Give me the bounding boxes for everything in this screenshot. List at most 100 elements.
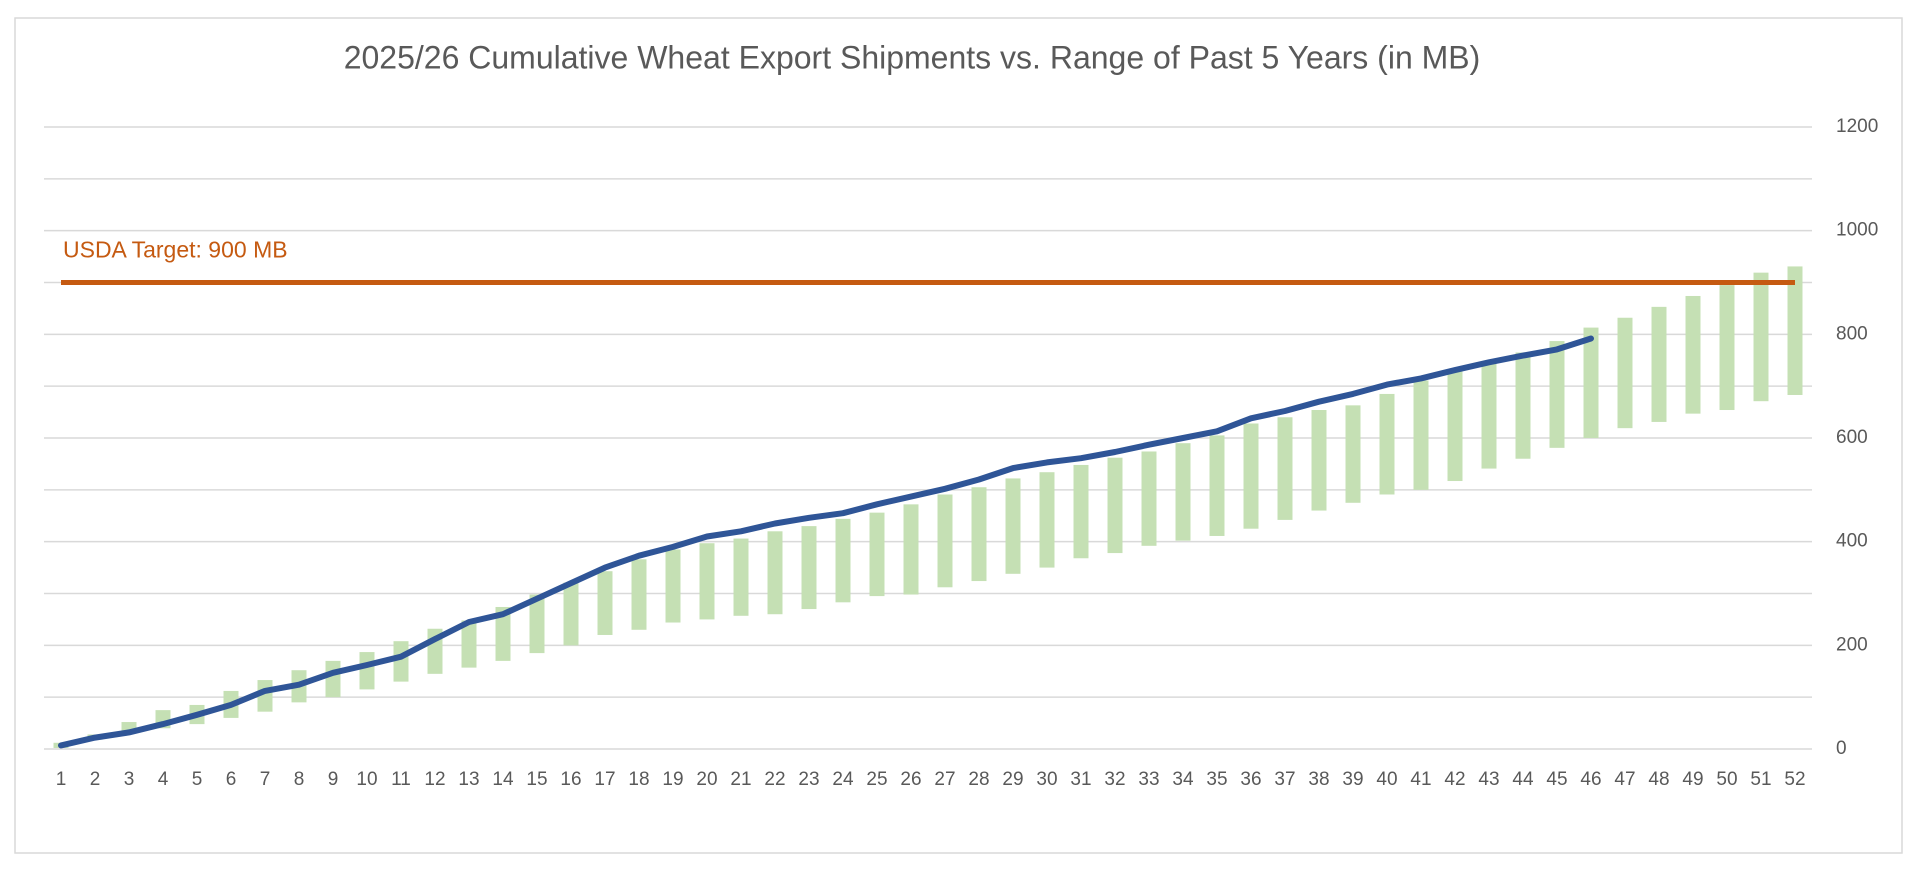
range-bar [1617,317,1633,429]
range-bar [733,538,749,616]
range-bar [1175,443,1191,541]
range-bar [1549,341,1565,448]
x-tick-label: 11 [391,769,411,790]
range-bar [665,549,681,623]
range-bar [529,594,545,654]
range-bar [1753,272,1769,402]
range-bar [1141,451,1157,546]
range-bar [1243,423,1259,529]
range-bar [1583,327,1599,438]
range-bar [1447,370,1463,482]
x-tick-label: 26 [900,769,921,790]
range-bar [971,487,987,582]
range-bar [767,531,783,615]
x-tick-label: 28 [968,769,989,790]
x-tick-label: 42 [1444,769,1465,790]
range-bar [1277,417,1293,520]
y-tick-label: 200 [1836,634,1868,655]
target-label: USDA Target: 900 MB [63,237,288,263]
range-bar [1209,435,1225,536]
range-bar [1039,472,1055,568]
x-tick-label: 52 [1784,769,1805,790]
line-series [58,335,1594,749]
y-tick-label: 400 [1836,531,1868,552]
x-tick-label: 49 [1682,769,1703,790]
range-bar [937,494,953,588]
x-tick-label: 46 [1580,769,1601,790]
x-tick-label: 13 [458,769,479,790]
range-bar [1005,478,1021,574]
range-bar [1481,362,1497,469]
x-tick-label: 17 [594,769,615,790]
range-bar [1345,405,1361,503]
x-tick-label: 48 [1648,769,1669,790]
x-tick-label: 29 [1002,769,1023,790]
x-tick-label: 38 [1308,769,1329,790]
x-tick-label: 40 [1376,769,1397,790]
x-tick-label: 51 [1750,769,1771,790]
x-tick-label: 22 [764,769,785,790]
range-bar [325,660,341,698]
x-tick-label: 25 [866,769,887,790]
x-tick-label: 23 [798,769,819,790]
x-tick-label: 7 [260,769,271,790]
x-tick-label: 24 [832,769,854,790]
x-tick-label: 15 [526,769,547,790]
x-tick-label: 41 [1410,769,1431,790]
range-bar [1685,295,1701,414]
range-bar [1515,352,1531,459]
x-tick-label: 45 [1546,769,1567,790]
x-tick-label: 8 [294,769,305,790]
x-tick-label: 34 [1172,769,1194,790]
range-bar [699,543,715,620]
range-bar [631,559,647,630]
range-bar [1073,464,1089,559]
x-tick-label: 36 [1240,769,1261,790]
y-tick-label: 0 [1836,738,1847,759]
range-bar [359,652,375,690]
x-tick-label: 18 [628,769,649,790]
x-tick-label: 35 [1206,769,1227,790]
range-bar [1787,266,1803,395]
x-tick-label: 19 [662,769,683,790]
x-tick-label: 2 [90,769,101,790]
range-bar [1413,380,1429,490]
x-tick-label: 50 [1716,769,1737,790]
x-tick-label: 12 [424,769,445,790]
range-bar [835,518,851,603]
x-tick-label: 43 [1478,769,1499,790]
range-bar [903,504,919,595]
x-tick-label: 21 [730,769,751,790]
x-tick-label: 5 [192,769,203,790]
range-bar [801,526,817,610]
chart-title: 2025/26 Cumulative Wheat Export Shipment… [344,39,1481,75]
range-bar [1651,306,1667,422]
range-bar [1107,457,1123,554]
range-bar [563,582,579,646]
x-tick-label: 33 [1138,769,1159,790]
x-tick-label: 6 [226,769,237,790]
range-bar [1311,410,1327,511]
x-tick-label: 4 [158,769,169,790]
x-tick-label: 27 [934,769,955,790]
y-tick-label: 800 [1836,323,1868,344]
range-bar [121,722,137,734]
x-tick-label: 1 [56,769,67,790]
x-tick-label: 31 [1070,769,1091,790]
range-bar [869,512,885,597]
chart-frame [14,17,1903,854]
x-tick-label: 9 [328,769,339,790]
x-tick-label: 44 [1512,769,1534,790]
x-tick-label: 39 [1342,769,1363,790]
x-tick-label: 32 [1104,769,1125,790]
y-tick-label: 1000 [1836,220,1878,241]
range-bar [461,620,477,668]
x-tick-label: 3 [124,769,135,790]
y-tick-label: 600 [1836,427,1868,448]
x-tick-label: 20 [696,769,717,790]
x-tick-label: 30 [1036,769,1057,790]
x-tick-label: 37 [1274,769,1295,790]
range-bar [1719,285,1735,411]
x-tick-label: 10 [356,769,377,790]
